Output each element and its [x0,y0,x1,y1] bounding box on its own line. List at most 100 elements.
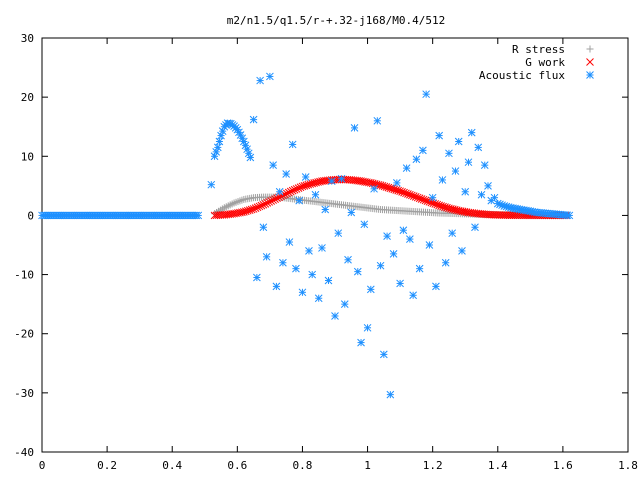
x-tick-label: 0.6 [227,459,247,472]
data-point [269,161,277,170]
data-point [357,338,365,347]
x-tick-label: 1.2 [423,459,443,472]
legend-label: Acoustic flux [479,69,565,82]
x-tick-label: 0 [39,459,46,472]
chart-title: m2/n1.5/q1.5/r-+.32-j168/M0.4/512 [227,14,446,27]
data-point [266,72,274,81]
data-point [288,186,297,195]
y-tick-label: -10 [14,269,34,282]
data-point [402,164,411,172]
y-tick-label: 30 [21,32,34,45]
data-point [272,282,281,291]
data-point [292,264,300,273]
data-point [454,137,463,146]
data-point [412,155,421,164]
plot-frame [41,37,629,453]
data-point [277,192,285,201]
data-point [217,131,225,140]
data-point [366,285,375,294]
data-point [379,350,388,359]
data-point [249,205,258,213]
data-point [474,143,483,152]
data-point [432,282,440,291]
data-point [511,211,520,220]
data-point [503,211,512,220]
data-point [314,294,323,303]
data-point [267,197,276,205]
data-point [285,238,294,246]
data-point [324,276,333,285]
data-point [253,273,261,282]
data-point [246,153,255,162]
data-point [212,147,221,156]
x-tick-label: 0.4 [162,459,182,472]
y-tick-label: -20 [14,328,34,341]
data-point [370,184,378,193]
data-point [271,195,279,203]
data-point [194,211,203,220]
data-point [256,76,264,85]
data-point [422,90,431,99]
data-point [265,198,274,206]
data-point [262,252,271,261]
data-point [279,258,287,267]
legend-marker [586,71,594,79]
data-point [396,279,404,288]
data-point [435,131,444,140]
data-point [458,247,466,255]
data-point [305,247,313,255]
data-point [565,211,574,220]
data-point [286,187,295,196]
data-point [513,211,522,220]
data-point [428,193,437,202]
legend-label: G work [525,56,565,69]
data-point [344,255,352,264]
data-point [507,211,516,220]
data-point [389,250,398,258]
data-point [282,189,291,198]
data-point [292,185,301,193]
data-point [275,187,284,196]
x-tick-label: 0.8 [293,459,313,472]
data-point [318,244,326,252]
axis-ticks: 0 0.2 0.4 0.6 0.8 1 1.2 1.4 1.6 1.8 -40 -30 -20 -10 0 1… [14,32,638,472]
data-point [425,241,434,249]
data-point [461,187,470,196]
data-point [249,115,258,124]
data-point [337,174,346,183]
data-point [399,226,408,235]
series-1 [210,175,570,220]
data-point [284,188,293,197]
data-point [215,137,224,146]
data-point [484,182,492,190]
data-point [290,185,299,194]
data-point [253,203,262,212]
series-layer [38,72,574,399]
data-point [273,194,281,203]
y-tick-label: 0 [27,209,34,222]
data-point [415,264,424,273]
data-point [441,258,450,267]
data-point [321,205,330,214]
data-point [257,201,266,210]
data-point [259,200,268,209]
data-point [373,116,382,125]
legend-label: R stress [512,43,565,56]
data-point [255,202,264,211]
data-point [509,211,518,220]
data-point [239,137,248,146]
data-point [448,229,457,238]
x-tick-label: 1.6 [553,459,573,472]
data-point [340,300,349,308]
data-point [263,199,272,207]
data-point [288,140,297,149]
data-point [350,124,359,132]
data-point [406,235,414,243]
data-point [505,211,514,220]
data-point [251,204,260,212]
legend-marker [586,45,594,53]
data-point [327,177,336,185]
data-point [438,176,447,184]
